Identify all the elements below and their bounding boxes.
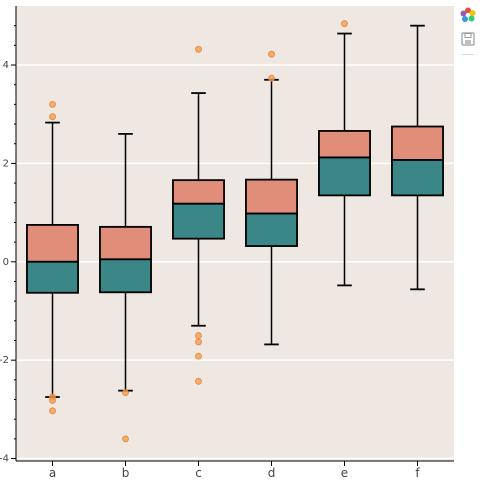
toolbar: [457, 6, 479, 55]
outlier-c-0: [195, 45, 202, 53]
outlier-a-3: [49, 397, 56, 404]
outlier-c-1: [195, 332, 202, 339]
outlier-a-0: [49, 100, 56, 108]
box-lower-a: [26, 260, 79, 294]
box-upper-d: [245, 178, 298, 215]
outlier-d-0: [268, 50, 275, 58]
box-upper-c: [172, 179, 225, 205]
save-icon[interactable]: [459, 30, 477, 48]
outlier-a-4: [49, 407, 56, 415]
y-tick-label-0: -4: [0, 454, 9, 465]
outlier-a-1: [49, 113, 56, 121]
axes: -4 -2 0 2 4 a b c d e f: [0, 6, 454, 480]
x-tick-label-d: d: [268, 466, 276, 480]
box-upper-a: [26, 223, 79, 263]
plot-background: [16, 6, 454, 461]
box-lower-d: [245, 212, 298, 247]
outlier-c-2: [195, 338, 202, 346]
x-tick-label-a: a: [49, 466, 56, 480]
box-upper-f: [391, 125, 444, 161]
y-tick-label-2: 0: [3, 257, 9, 268]
y-tick-label-3: 2: [3, 158, 9, 169]
bokeh-logo-icon[interactable]: [459, 6, 477, 24]
x-tick-label-f: f: [415, 466, 420, 480]
x-tick-label-c: c: [195, 466, 202, 480]
boxes: [26, 20, 444, 443]
x-tick-label-e: e: [341, 466, 348, 480]
box-upper-b: [99, 225, 152, 261]
box-lower-e: [318, 156, 371, 197]
box-lower-c: [172, 202, 225, 240]
outlier-c-3: [195, 352, 202, 360]
box-lower-f: [391, 159, 444, 197]
toolbar-separator: [462, 54, 474, 55]
outlier-e-0: [341, 20, 348, 28]
y-tick-label-1: -2: [0, 355, 9, 366]
x-tick-label-b: b: [122, 466, 130, 480]
outlier-d-1: [268, 74, 275, 82]
box-upper-e: [318, 130, 371, 159]
outlier-b-1: [122, 435, 129, 443]
grid-lines: [16, 64, 454, 460]
outlier-b-0: [122, 389, 129, 397]
box-lower-b: [99, 258, 152, 294]
outlier-c-4: [195, 377, 202, 385]
y-tick-label-4: 4: [3, 60, 9, 71]
